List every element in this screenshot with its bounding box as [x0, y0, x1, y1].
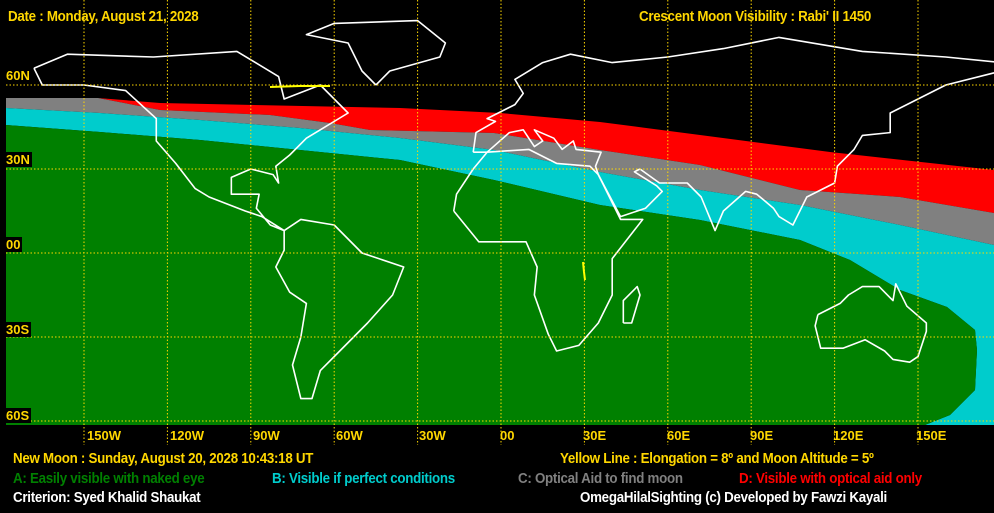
zone-b-region [6, 108, 994, 425]
lon-label-0: 00 [500, 428, 515, 443]
zone-d-region [6, 98, 994, 213]
legend-zone-b: B: Visible if perfect conditions [272, 471, 455, 487]
credit-label: OmegaHilalSighting (c) Developed by Fawz… [580, 490, 887, 506]
visibility-title: Crescent Moon Visibility : Rabi' II 1450 [639, 9, 872, 25]
lon-label-90w: 90W [253, 428, 280, 443]
lon-label-120w: 120W [170, 428, 204, 443]
zone-a-region [6, 125, 977, 425]
lon-label-150w: 150W [87, 428, 121, 443]
lon-label-30e: 30E [583, 428, 607, 443]
legend-zone-a: A: Easily visible with naked eye [13, 471, 205, 487]
legend-zone-c: C: Optical Aid to find moon [518, 471, 683, 487]
lon-label-30w: 30W [419, 428, 446, 443]
coastline-north-america [33, 50, 349, 232]
lon-label-60e: 60E [667, 428, 691, 443]
criterion-label: Criterion: Syed Khalid Shaukat [13, 490, 201, 506]
coastlines [33, 19, 994, 400]
graticule [6, 0, 994, 445]
coastline-south-america [275, 218, 405, 400]
coastline-madagascar [622, 285, 641, 324]
lat-label-30s: 30S [4, 322, 32, 337]
lon-label-60w: 60W [336, 428, 363, 443]
yellow-line-legend: Yellow Line : Elongation = 8º and Moon A… [560, 451, 874, 467]
date-label: Date : Monday, August 21, 2028 [8, 9, 199, 25]
new-moon-label: New Moon : Sunday, August 20, 2028 10:43… [13, 451, 314, 467]
legend-zone-d: D: Visible with optical aid only [739, 471, 922, 487]
coastline-greenland [305, 19, 447, 86]
coastline-australia [814, 282, 928, 364]
lon-label-120e: 120E [833, 428, 864, 443]
zone-c-region [6, 98, 994, 245]
world-map [6, 0, 994, 445]
lat-label-30n: 30N [4, 152, 32, 167]
lat-label-equator: 00 [4, 237, 23, 252]
visibility-zones [6, 98, 994, 425]
lat-label-60n: 60N [4, 68, 32, 83]
yellow-line [269, 85, 586, 281]
lon-label-150e: 150E [916, 428, 947, 443]
yellow-line-segment [269, 85, 330, 88]
coastline-eurasia [472, 36, 994, 232]
yellow-line-segment [582, 261, 586, 281]
lat-label-60s: 60S [4, 408, 32, 423]
lon-label-90e: 90E [750, 428, 774, 443]
